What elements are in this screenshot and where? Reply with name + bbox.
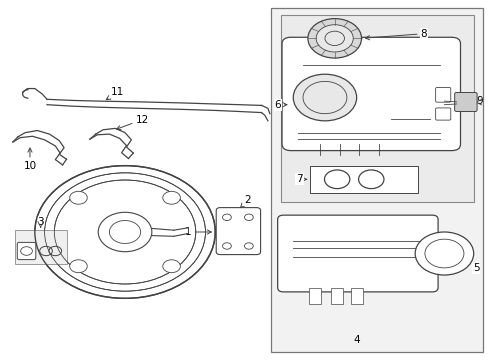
FancyBboxPatch shape [282,37,460,150]
Text: 10: 10 [23,148,37,171]
Text: 2: 2 [240,195,250,208]
Bar [271,8,483,352]
Bar [330,288,342,304]
Bar [310,166,417,193]
Circle shape [307,19,361,58]
Bar [15,230,66,264]
Text: 6: 6 [274,100,286,110]
Circle shape [70,260,87,273]
Circle shape [244,243,253,249]
Text: 3: 3 [37,217,44,226]
Circle shape [414,232,473,275]
Text: 8: 8 [365,29,427,40]
Text: 12: 12 [116,115,148,130]
Circle shape [244,214,253,221]
Text: 1: 1 [185,227,211,237]
Circle shape [316,25,352,52]
Text: 7: 7 [296,174,306,184]
FancyBboxPatch shape [216,208,260,255]
FancyBboxPatch shape [435,87,450,102]
Bar [281,15,473,202]
FancyBboxPatch shape [17,242,36,260]
Bar [309,288,321,304]
Text: 11: 11 [106,87,124,100]
Bar [350,288,362,304]
Circle shape [222,214,231,221]
Circle shape [70,191,87,204]
Text: 4: 4 [353,334,359,345]
FancyBboxPatch shape [454,93,476,112]
Circle shape [98,212,152,252]
Circle shape [222,243,231,249]
Circle shape [35,166,215,298]
Text: 9: 9 [476,96,482,106]
Circle shape [163,191,180,204]
FancyBboxPatch shape [435,108,450,120]
Circle shape [293,74,356,121]
FancyBboxPatch shape [277,215,437,292]
Circle shape [163,260,180,273]
Text: 5: 5 [472,263,478,273]
